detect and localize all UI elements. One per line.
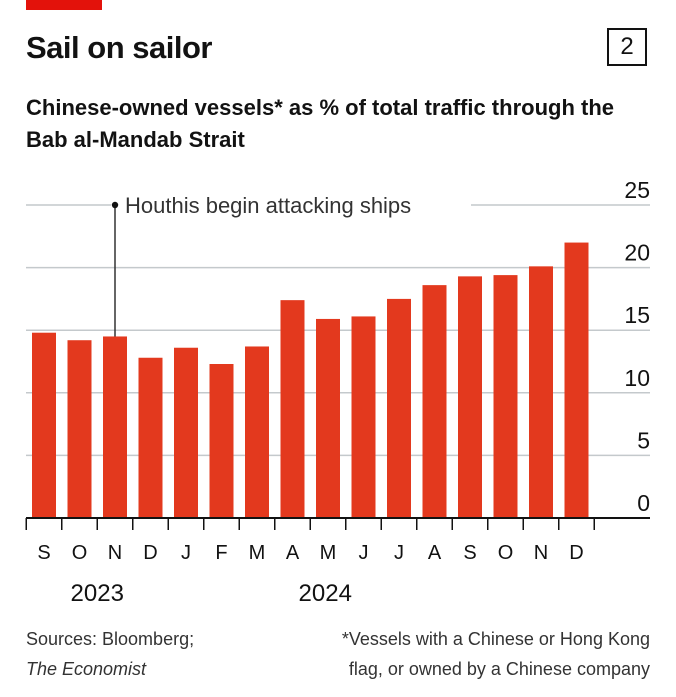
bar: [138, 357, 163, 518]
y-tick-label: 10: [624, 365, 650, 391]
x-tick-label: A: [286, 542, 300, 564]
bar: [351, 316, 376, 518]
x-tick-label: F: [215, 542, 227, 564]
x-tick-label: A: [428, 542, 442, 564]
y-tick-label: 25: [624, 177, 650, 203]
x-tick-label: N: [534, 542, 548, 564]
bar: [280, 300, 305, 518]
bar: [316, 318, 340, 518]
annotation-backdrop: [111, 191, 471, 219]
y-tick-label: 5: [637, 427, 650, 453]
annotation-label: Houthis begin attacking ships: [125, 193, 411, 218]
footnote-line-2: flag, or owned by a Chinese company: [348, 659, 650, 679]
bar: [67, 340, 92, 518]
chart-title: Sail on sailor: [26, 30, 212, 65]
x-tick-label: D: [569, 542, 583, 564]
economist-red-tag: [26, 0, 102, 10]
bar: [245, 346, 269, 518]
bar: [387, 298, 411, 518]
bar: [209, 364, 234, 518]
footnote-line-1: *Vessels with a Chinese or Hong Kong: [341, 629, 650, 649]
footnote: *Vessels with a Chinese or Hong Kong fla…: [270, 624, 650, 684]
bar: [564, 242, 589, 518]
annotation-dot: [111, 201, 119, 209]
x-tick-label: O: [498, 542, 514, 564]
x-tick-label: S: [463, 542, 476, 564]
x-tick-label: S: [37, 542, 50, 564]
x-tick-label: J: [181, 542, 191, 564]
chart-subtitle: Chinese-owned vessels* as % of total tra…: [26, 95, 614, 152]
y-tick-label: 15: [624, 302, 650, 328]
x-tick-label: J: [394, 542, 404, 564]
x-tick-label: O: [72, 542, 88, 564]
bar: [103, 336, 127, 518]
y-tick-label: 0: [637, 490, 650, 516]
x-tick-label: M: [249, 542, 266, 564]
sources-line-2: The Economist: [26, 654, 194, 684]
x-tick-label: N: [108, 542, 122, 564]
bar: [32, 332, 56, 518]
bar: [493, 275, 518, 518]
bar: [529, 266, 553, 518]
bar: [422, 285, 447, 518]
chart-number-badge: 2: [607, 28, 647, 66]
sources: Sources: Bloomberg; The Economist: [26, 624, 194, 684]
year-label: 2023: [71, 580, 124, 607]
x-tick-label: D: [143, 542, 157, 564]
x-tick-label: M: [320, 542, 337, 564]
bar: [458, 276, 482, 518]
bar: [174, 347, 198, 518]
sources-line-1: Sources: Bloomberg;: [26, 629, 195, 649]
sources-italic: The Economist: [26, 659, 147, 679]
year-label: 2024: [299, 580, 352, 607]
y-tick-label: 20: [624, 240, 650, 266]
x-tick-label: J: [359, 542, 369, 564]
